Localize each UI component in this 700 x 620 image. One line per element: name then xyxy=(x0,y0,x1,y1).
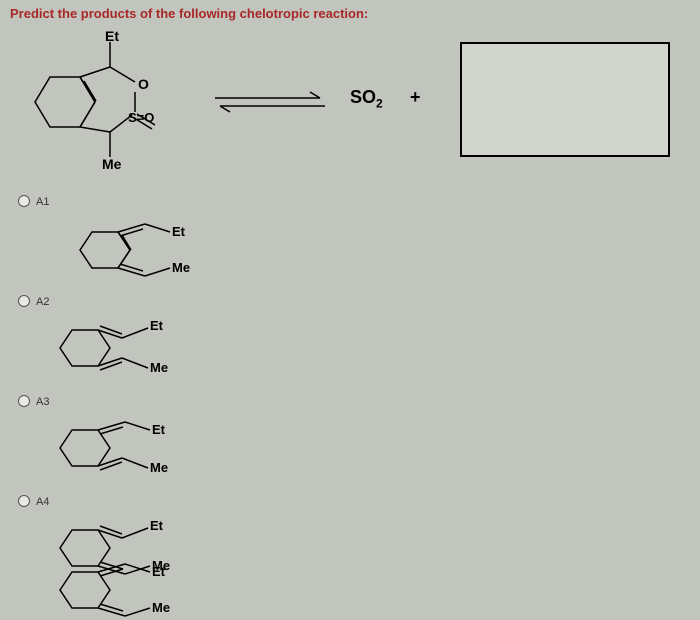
option-label-a2: A2 xyxy=(36,296,49,308)
a1-et: Et xyxy=(172,224,186,239)
option-a2-structure: Et Me xyxy=(50,308,180,388)
reaction-scheme: Et O S=O Me SO2 + xyxy=(0,27,700,177)
a3-et: Et xyxy=(152,422,166,437)
option-label-a4: A4 xyxy=(36,496,49,508)
answer-box[interactable] xyxy=(460,42,670,157)
plus-sign: + xyxy=(410,87,421,108)
option-label-a1: A1 xyxy=(36,196,49,208)
radio-a4[interactable] xyxy=(18,495,30,507)
option-a1-structure: Et Me xyxy=(70,210,200,290)
radio-a1[interactable] xyxy=(18,195,30,207)
a4-et: Et xyxy=(150,518,164,533)
option-a1: Et Me xyxy=(70,210,200,290)
starting-material-structure: Et O S=O Me xyxy=(20,27,190,177)
equilibrium-arrow xyxy=(210,87,330,117)
extra-et: Et xyxy=(152,564,166,579)
option-a3-structure: Et Me xyxy=(50,408,180,488)
so2-formula: SO xyxy=(350,87,376,107)
me-label: Me xyxy=(102,156,122,172)
a2-me: Me xyxy=(150,360,168,375)
question-prompt: Predict the products of the following ch… xyxy=(0,0,700,27)
radio-a3[interactable] xyxy=(18,395,30,407)
option-extra-structure: Et Me xyxy=(50,560,180,620)
so2-product: SO2 xyxy=(350,87,383,111)
extra-me: Me xyxy=(152,600,170,615)
et-label: Et xyxy=(105,28,119,44)
radio-a2[interactable] xyxy=(18,295,30,307)
sulfone-label: S=O xyxy=(128,110,154,125)
a2-et: Et xyxy=(150,318,164,333)
option-label-a3: A3 xyxy=(36,396,49,408)
a3-me: Me xyxy=(150,460,168,475)
a1-me: Me xyxy=(172,260,190,275)
oxygen-label: O xyxy=(138,76,149,92)
so2-subscript: 2 xyxy=(376,97,383,111)
